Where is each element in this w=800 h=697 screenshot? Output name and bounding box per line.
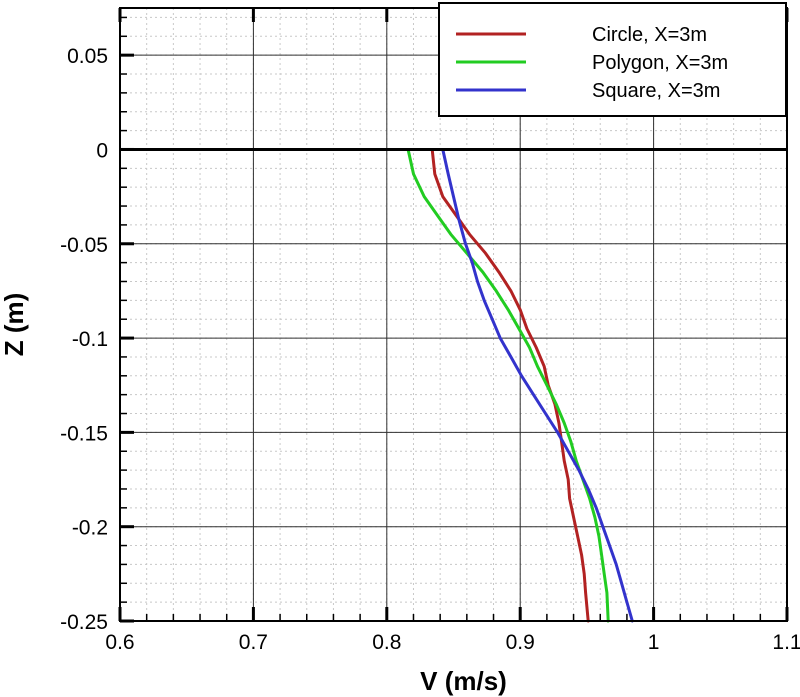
legend-label-2: Polygon, X=3m: [592, 52, 728, 74]
x-tick-labels: 0.6 0.7 0.8 0.9 1 1.1: [105, 631, 800, 654]
x-axis-title: V (m/s): [420, 666, 507, 696]
series-lines: [406, 148, 634, 623]
x-tick-label: 1: [648, 631, 660, 654]
y-tick-labels: 0.05 0 -0.05 -0.1 -0.15 -0.2 -0.25: [60, 45, 108, 634]
legend-label-1: Circle, X=3m: [592, 24, 707, 46]
series-line-2: [406, 148, 610, 623]
x-tick-label: 0.7: [239, 631, 268, 654]
x-tick-label: 0.9: [506, 631, 535, 654]
x-tick-label: 0.8: [372, 631, 401, 654]
y-tick-label: 0: [96, 139, 108, 162]
y-tick-label: -0.1: [72, 328, 108, 351]
x-tick-label: 1.1: [772, 631, 800, 654]
series-line-3: [441, 148, 634, 623]
axis-ticks: [118, 8, 789, 623]
legend: Circle, X=3m Polygon, X=3m Square, X=3m: [438, 2, 787, 117]
y-tick-label: -0.15: [60, 422, 108, 445]
series-line-1: [430, 148, 590, 623]
x-tick-label: 0.6: [105, 631, 134, 654]
legend-box: [438, 2, 787, 117]
legend-label-3: Square, X=3m: [592, 80, 720, 102]
y-tick-label: -0.25: [60, 611, 108, 634]
y-tick-label: -0.05: [60, 234, 108, 257]
y-tick-label: 0.05: [67, 45, 108, 68]
y-tick-label: -0.2: [72, 517, 108, 540]
y-axis-title: Z (m): [0, 293, 29, 357]
